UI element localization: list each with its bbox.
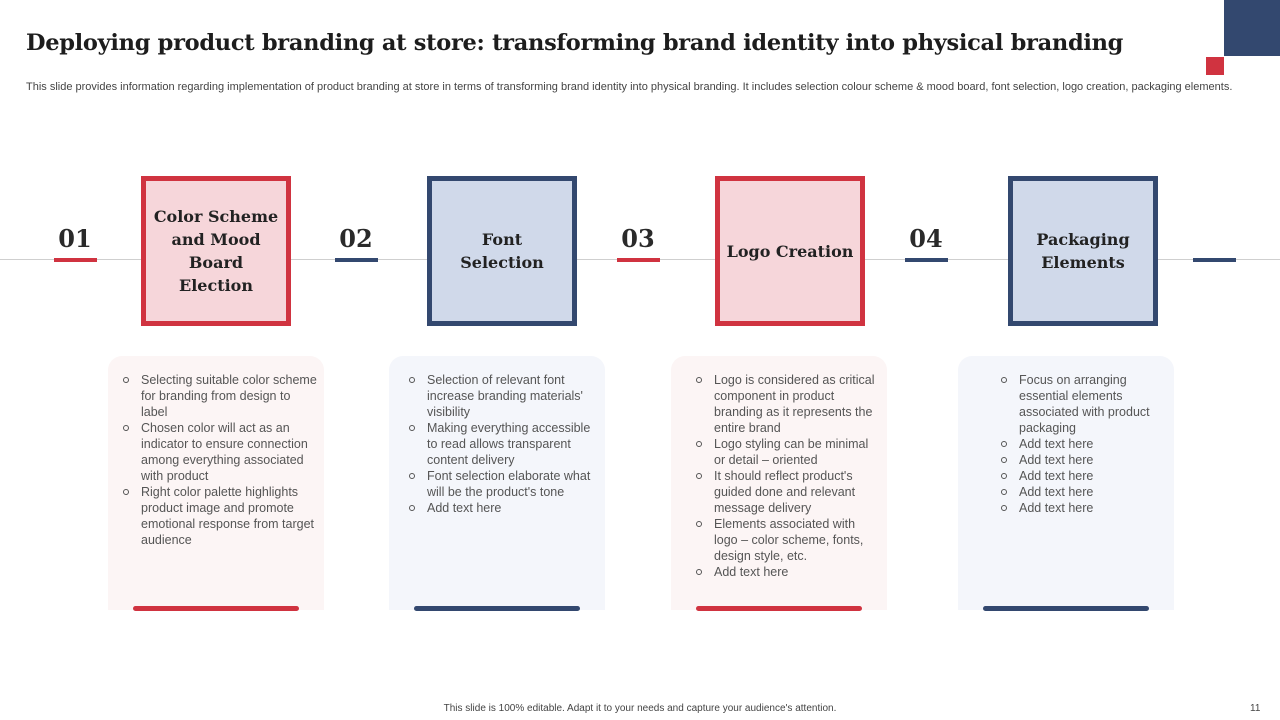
slide-subtitle: This slide provides information regardin…: [26, 81, 1233, 93]
bullet-list: Logo is considered as critical component…: [695, 372, 881, 580]
bullet-item: Add text here: [1000, 468, 1168, 484]
step-number-01: 01: [58, 224, 92, 253]
step-box-font-selection[interactable]: Font Selection: [427, 176, 577, 326]
card-accent-bar: [696, 606, 862, 611]
bullet-item: Add text here: [408, 500, 599, 516]
bullet-item: Add text here: [1000, 452, 1168, 468]
bullet-item: Making everything accessible to read all…: [408, 420, 599, 468]
bullet-list: Focus on arranging essential elements as…: [1000, 372, 1168, 516]
bullet-item: Chosen color will act as an indicator to…: [122, 420, 318, 484]
bullet-item: Selecting suitable color scheme for bran…: [122, 372, 318, 420]
step-marker-02: [335, 258, 378, 262]
step-box-label: Packaging Elements: [1036, 230, 1130, 272]
step-marker-03: [617, 258, 660, 262]
step-card-color-scheme: Selecting suitable color scheme for bran…: [108, 356, 324, 610]
timeline-end-marker: [1193, 258, 1236, 262]
bullet-item: Add text here: [1000, 500, 1168, 516]
bullet-item: It should reflect product's guided done …: [695, 468, 881, 516]
page-number: 11: [1250, 703, 1261, 714]
bullet-item: Elements associated with logo – color sc…: [695, 516, 881, 564]
corner-decoration-square: [1224, 0, 1280, 56]
step-box-label: Font Selection: [460, 230, 544, 272]
bullet-list: Selecting suitable color scheme for bran…: [122, 372, 318, 548]
step-box-packaging-elements[interactable]: Packaging Elements: [1008, 176, 1158, 326]
bullet-item: Logo styling can be minimal or detail – …: [695, 436, 881, 468]
bullet-item: Add text here: [1000, 436, 1168, 452]
bullet-item: Add text here: [1000, 484, 1168, 500]
step-card-font-selection: Selection of relevant font increase bran…: [389, 356, 605, 610]
bullet-item: Add text here: [695, 564, 881, 580]
step-number-04: 04: [909, 224, 943, 253]
bullet-item: Right color palette highlights product i…: [122, 484, 318, 548]
slide-footer: This slide is 100% editable. Adapt it to…: [443, 703, 837, 714]
bullet-item: Selection of relevant font increase bran…: [408, 372, 599, 420]
step-box-color-scheme[interactable]: Color Scheme and Mood Board Election: [141, 176, 291, 326]
step-box-label: Logo Creation: [726, 241, 854, 261]
step-box-logo-creation[interactable]: Logo Creation: [715, 176, 865, 326]
step-number-03: 03: [621, 224, 655, 253]
bullet-item: Focus on arranging essential elements as…: [1000, 372, 1168, 436]
card-accent-bar: [414, 606, 580, 611]
corner-accent-square: [1206, 57, 1224, 75]
bullet-item: Logo is considered as critical component…: [695, 372, 881, 436]
slide-title: Deploying product branding at store: tra…: [26, 30, 1124, 56]
step-marker-04: [905, 258, 948, 262]
step-card-packaging-elements: Focus on arranging essential elements as…: [958, 356, 1174, 610]
bullet-item: Font selection elaborate what will be th…: [408, 468, 599, 500]
card-accent-bar: [133, 606, 299, 611]
step-number-02: 02: [339, 224, 373, 253]
bullet-list: Selection of relevant font increase bran…: [408, 372, 599, 516]
step-box-label: Color Scheme and Mood Board Election: [153, 207, 279, 295]
step-card-logo-creation: Logo is considered as critical component…: [671, 356, 887, 610]
card-accent-bar: [983, 606, 1149, 611]
step-marker-01: [54, 258, 97, 262]
